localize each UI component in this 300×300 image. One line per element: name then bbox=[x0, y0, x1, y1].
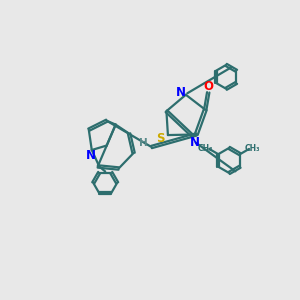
Text: N: N bbox=[176, 86, 185, 99]
Text: CH₃: CH₃ bbox=[198, 144, 213, 153]
Text: CH₃: CH₃ bbox=[245, 144, 260, 153]
Text: O: O bbox=[203, 80, 213, 94]
Text: N: N bbox=[190, 136, 200, 149]
Text: H: H bbox=[139, 137, 148, 148]
Text: S: S bbox=[156, 132, 165, 145]
Text: N: N bbox=[86, 149, 96, 162]
